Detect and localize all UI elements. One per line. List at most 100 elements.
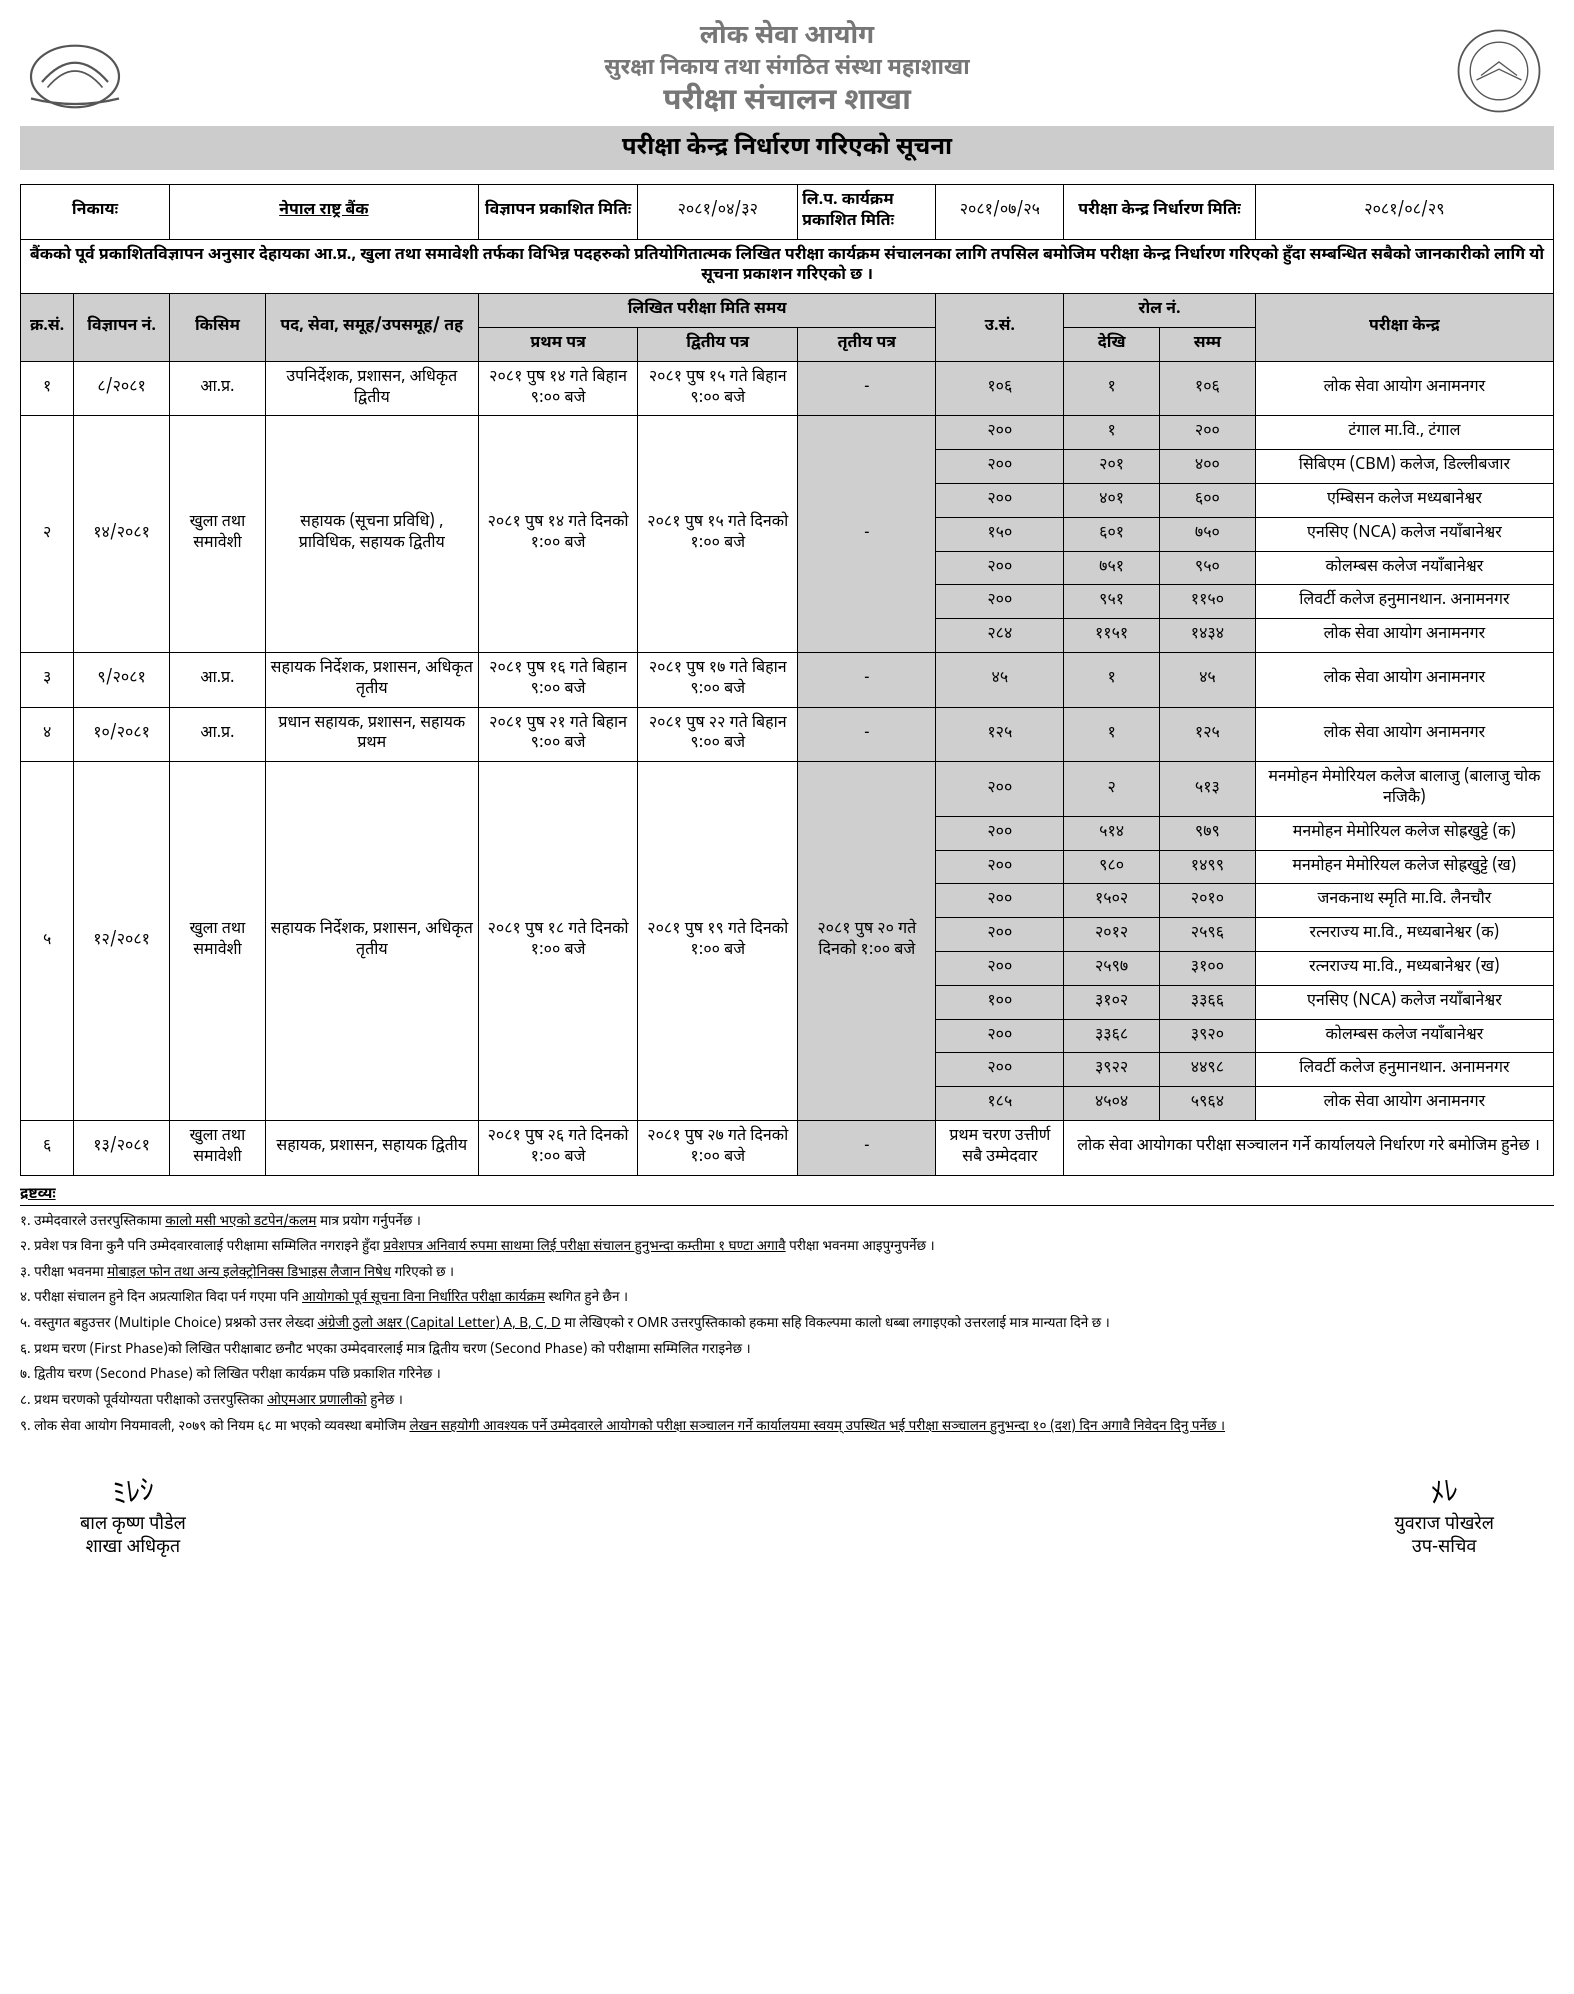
- cell-sn: १: [21, 361, 74, 416]
- cell-rollfrom: २५९७: [1064, 951, 1160, 985]
- cell-usan: २००: [936, 884, 1064, 918]
- cell-rollfrom: १५०२: [1064, 884, 1160, 918]
- cell-p2: २०८१ पुष १७ गते बिहान ९:०० बजे: [638, 652, 798, 707]
- signature-right: ﾒﾚ युवराज पोखरेल उप-सचिव: [1394, 1470, 1494, 1560]
- cell-p3: -: [798, 707, 936, 762]
- cell-rollfrom: ९५१: [1064, 585, 1160, 619]
- cell-kisim: खुला तथा समावेशी: [170, 1120, 266, 1175]
- cell-kisim: आ.प्र.: [170, 707, 266, 762]
- note-item: ८. प्रथम चरणको पूर्वयोग्यता परीक्षाको उत…: [20, 1389, 1554, 1415]
- cell-p1: २०८१ पुष २६ गते दिनको १:०० बजे: [478, 1120, 638, 1175]
- cell-p3: -: [798, 361, 936, 416]
- cell-rollfrom: १: [1064, 652, 1160, 707]
- cell-center: लोक सेवा आयोग अनामनगर: [1255, 619, 1553, 653]
- cell-usan: १०६: [936, 361, 1064, 416]
- cell-center: मनमोहन मेमोरियल कलेज सोह्रखुट्टे (क): [1255, 816, 1553, 850]
- cell-usan: २००: [936, 1019, 1064, 1053]
- cell-rollfrom: ३९२२: [1064, 1053, 1160, 1087]
- cell-rollto: २००: [1160, 416, 1256, 450]
- cell-usan: १५०: [936, 517, 1064, 551]
- cell-post: सहायक, प्रशासन, सहायक द्वितीय: [265, 1120, 478, 1175]
- cell-rollto: ९५०: [1160, 551, 1256, 585]
- cell-rollfrom: ३१०२: [1064, 985, 1160, 1019]
- cell-rollto: ३९२०: [1160, 1019, 1256, 1053]
- cell-p3: -: [798, 1120, 936, 1175]
- cell-center: लिवर्टी कलेज हनुमानथान. अनामनगर: [1255, 1053, 1553, 1087]
- note-item: ७. द्वितीय चरण (Second Phase) को लिखित प…: [20, 1363, 1554, 1389]
- signature-scribble-icon: ﾒﾚ: [1427, 1469, 1460, 1513]
- cell-center: लोक सेवा आयोग अनामनगर: [1255, 361, 1553, 416]
- cell-p1: २०८१ पुष १४ गते बिहान ९:०० बजे: [478, 361, 638, 416]
- cell-p2: २०८१ पुष १९ गते दिनको १:०० बजे: [638, 762, 798, 1121]
- cell-rollfrom: ६०१: [1064, 517, 1160, 551]
- table-row: ५१२/२०८१खुला तथा समावेशीसहायक निर्देशक, …: [21, 762, 1554, 817]
- title-block: लोक सेवा आयोग सुरक्षा निकाय तथा संगठित स…: [130, 20, 1444, 122]
- cell-rollfrom: २०१२: [1064, 918, 1160, 952]
- cell-center: लोक सेवा आयोग अनामनगर: [1255, 652, 1553, 707]
- col-examtime: लिखित परीक्षा मिति समय: [478, 294, 936, 328]
- cell-rollfrom: ३३६८: [1064, 1019, 1160, 1053]
- branch-name: परीक्षा संचालन शाखा: [130, 83, 1444, 122]
- cell-sn: ४: [21, 707, 74, 762]
- note-item: ३. परीक्षा भवनमा मोबाइल फोन तथा अन्य इले…: [20, 1261, 1554, 1287]
- cell-rollto: ३१००: [1160, 951, 1256, 985]
- ad-pub-label: विज्ञापन प्रकाशित मितिः: [478, 185, 638, 240]
- cell-post: सहायक निर्देशक, प्रशासन, अधिकृत तृतीय: [265, 762, 478, 1121]
- col-rollno: रोल नं.: [1064, 294, 1256, 328]
- cell-usan: १८५: [936, 1087, 1064, 1121]
- note-item: १. उम्मेदवारले उत्तरपुस्तिकामा कालो मसी …: [20, 1210, 1554, 1236]
- table-row: ४१०/२०८१आ.प्र.प्रधान सहायक, प्रशासन, सहा…: [21, 707, 1554, 762]
- cell-rollto: २५९६: [1160, 918, 1256, 952]
- cell-center: एनसिए (NCA) कलेज नयाँबानेश्वर: [1255, 517, 1553, 551]
- col-usan: उ.सं.: [936, 294, 1064, 362]
- cell-usan: २००: [936, 416, 1064, 450]
- main-table: निकायः नेपाल राष्ट्र बैंक विज्ञापन प्रका…: [20, 184, 1554, 1176]
- header-row: लोक सेवा आयोग सुरक्षा निकाय तथा संगठित स…: [20, 20, 1554, 122]
- cell-p2: २०८१ पुष २७ गते दिनको १:०० बजे: [638, 1120, 798, 1175]
- lp-label: लि.प. कार्यक्रम प्रकाशित मितिः: [798, 185, 936, 240]
- col-adno: विज्ञापन नं.: [74, 294, 170, 362]
- cell-rollto: १४९९: [1160, 850, 1256, 884]
- cell-rollfrom: १: [1064, 361, 1160, 416]
- cell-p1: २०८१ पुष २१ गते बिहान ९:०० बजे: [478, 707, 638, 762]
- cell-rollto: १४३४: [1160, 619, 1256, 653]
- nikaya-value: नेपाल राष्ट्र बैंक: [170, 185, 479, 240]
- cell-post: सहायक (सूचना प्रविधि) , प्राविधिक, सहायक…: [265, 416, 478, 653]
- center-value: २०८१/०८/२९: [1255, 185, 1553, 240]
- cell-usan: २००: [936, 918, 1064, 952]
- cell-rollfrom: २०१: [1064, 450, 1160, 484]
- cell-usan: ४५: [936, 652, 1064, 707]
- cell-rollfrom: ९८०: [1064, 850, 1160, 884]
- col-kisim: किसिम: [170, 294, 266, 362]
- table-row: १८/२०८१आ.प्र.उपनिर्देशक, प्रशासन, अधिकृत…: [21, 361, 1554, 416]
- cell-rollto: २०१०: [1160, 884, 1256, 918]
- signature-row: ﾐﾚｼ बाल कृष्ण पौडेल शाखा अधिकृत ﾒﾚ युवरा…: [20, 1470, 1554, 1560]
- cell-usan: २००: [936, 551, 1064, 585]
- cell-rollfrom: २: [1064, 762, 1160, 817]
- note-item: ५. वस्तुगत बहुउत्तर (Multiple Choice) प्…: [20, 1312, 1554, 1338]
- cell-adno: ९/२०८१: [74, 652, 170, 707]
- cell-p2: २०८१ पुष २२ गते बिहान ९:०० बजे: [638, 707, 798, 762]
- org-name: लोक सेवा आयोग: [130, 20, 1444, 54]
- cell-usan: २००: [936, 816, 1064, 850]
- sig-left-name: बाल कृष्ण पौडेल: [80, 1514, 186, 1537]
- cell-rollto: १२५: [1160, 707, 1256, 762]
- cell-usan: २००: [936, 1053, 1064, 1087]
- cell-center: लोक सेवा आयोग अनामनगर: [1255, 1087, 1553, 1121]
- cell-p3: -: [798, 416, 936, 653]
- cell-rollfrom: ४०१: [1064, 483, 1160, 517]
- cell-usan: २००: [936, 762, 1064, 817]
- cell-usan: २००: [936, 483, 1064, 517]
- notes-title: द्रष्टव्यः: [20, 1186, 1554, 1205]
- cell-center: सिबिएम (CBM) कलेज, डिल्लीबजार: [1255, 450, 1553, 484]
- note-item: ९. लोक सेवा आयोग नियमावली, २०७९ को नियम …: [20, 1415, 1554, 1441]
- note-item: ४. परीक्षा संचालन हुने दिन अप्रत्याशित व…: [20, 1286, 1554, 1312]
- cell-p2: २०८१ पुष १५ गते दिनको १:०० बजे: [638, 416, 798, 653]
- cell-adno: १०/२०८१: [74, 707, 170, 762]
- cell-rollfrom: ४५०४: [1064, 1087, 1160, 1121]
- cell-usan: २००: [936, 951, 1064, 985]
- sig-left-title: शाखा अधिकृत: [80, 1537, 186, 1560]
- cell-usan: २००: [936, 450, 1064, 484]
- sig-right-name: युवराज पोखरेल: [1394, 1514, 1494, 1537]
- header-row-1: क्र.सं. विज्ञापन नं. किसिम पद, सेवा, समू…: [21, 294, 1554, 328]
